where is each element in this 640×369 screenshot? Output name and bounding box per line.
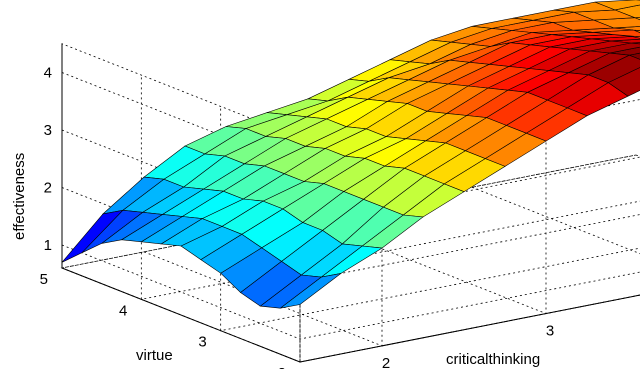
z-axis-label: effectiveness bbox=[11, 153, 28, 240]
y-tick-label: 5 bbox=[40, 271, 48, 288]
x-axis-line bbox=[299, 294, 640, 363]
y-tick-label: 3 bbox=[198, 334, 206, 351]
surface-cell bbox=[61, 209, 124, 263]
y-tick-label: 4 bbox=[119, 302, 127, 319]
axis-box bbox=[61, 43, 640, 363]
y-axis-label: virtue bbox=[136, 347, 173, 364]
x-axis-label: criticalthinking bbox=[446, 351, 540, 368]
z-tick-label: 4 bbox=[44, 65, 52, 82]
z-tick-label: 1 bbox=[44, 237, 52, 254]
z-grid-line bbox=[61, 244, 640, 340]
y-tick-label: 2 bbox=[278, 365, 286, 369]
z-tick-label: 2 bbox=[44, 180, 52, 197]
tick-labels: 12342345234 bbox=[40, 65, 555, 369]
surface-cell bbox=[628, 52, 640, 60]
y-axis-line bbox=[61, 267, 301, 363]
x-grid-line bbox=[471, 186, 640, 255]
x-tick-label: 2 bbox=[382, 355, 390, 369]
x-tick-label: 3 bbox=[546, 323, 554, 340]
z-tick-label: 3 bbox=[44, 122, 52, 139]
surface-mesh bbox=[61, 0, 640, 309]
